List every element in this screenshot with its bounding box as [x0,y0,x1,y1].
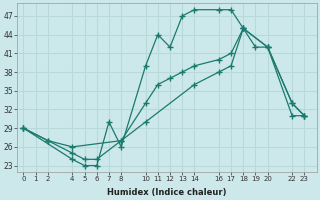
X-axis label: Humidex (Indice chaleur): Humidex (Indice chaleur) [107,188,227,197]
